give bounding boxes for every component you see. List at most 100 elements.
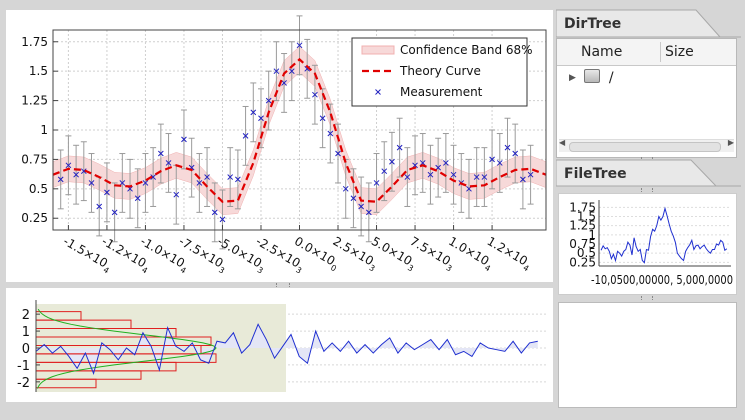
measurement-point [443,160,449,166]
y-tick-label: 1 [40,123,48,137]
residual-plot-panel[interactable]: -2 -1 0 1 2 [6,288,553,402]
measurement-point [227,174,234,180]
y-tick-label: 1.25 [569,219,596,233]
histogram-bin [36,311,82,321]
measurement-point [396,144,403,151]
measurement-point [527,171,534,178]
residual-plot[interactable]: -2 -1 0 1 2 [6,288,553,402]
x-tick-mantissa: 7.5×10 [408,234,453,268]
measurement-point [481,174,488,180]
measurement-point [358,203,364,210]
x-tick-exponent: 3 [445,263,454,273]
y-tick-label: 1.5 [577,210,596,224]
y-tick-label: 1.25 [21,94,48,108]
measurement-point [381,168,388,175]
y-tick-label: 0.5 [577,246,596,260]
y-tick-label: 0.5 [29,182,48,196]
measurement-point [119,180,126,186]
scroll-left-icon[interactable]: ◀ [559,138,566,147]
measurement-point [165,160,172,166]
measurement-point [312,91,318,98]
legend: Confidence Band 68% Theory Curve Measureme… [351,37,533,107]
x-tick-exponent: 4 [483,263,492,273]
y-tick-label: 1 [588,228,596,242]
x-tick-exponent: 3 [217,265,226,275]
y-tick-label: 0.25 [569,255,596,269]
measurement-point [65,162,72,169]
x-tick-exponent: 3 [294,265,303,275]
y-tick-label: 1.75 [569,200,596,214]
measurement-point [504,144,511,151]
y-tick-label: 1 [22,325,30,340]
measurement-point [489,156,495,163]
horizontal-scrollbar[interactable]: ◀ ▶ [559,138,734,152]
sidebar-splitter[interactable] [641,157,653,161]
x-tick-exponent: 4 [522,263,531,273]
measurement-point [273,68,280,75]
column-size[interactable]: Size [665,44,694,60]
measurement-point [496,160,503,166]
measurement-point [181,136,187,143]
x-tick-exponent: 4 [102,265,111,275]
histogram-bin [36,319,132,330]
x-tick-mantissa: 5.0×10 [369,234,414,268]
measurement-point [219,216,226,223]
measurement-point [150,174,156,180]
filetree-splitter-2[interactable] [641,296,653,300]
measurement-point [173,191,180,198]
measurement-point [319,115,326,122]
measurement-point [80,168,87,175]
residual-area [36,324,538,374]
tree-row-root[interactable]: ▶ / [569,69,614,86]
measurement-point [211,209,218,216]
measurement-point [142,180,149,186]
main-plot-panel[interactable]: 0.25 0.5 0.75 1 1.25 1.5 1.75 -1.5×104 -1.2×104-… [6,10,553,282]
y-tick-label: 0.75 [21,152,48,166]
measurement-point [435,164,442,171]
y-tick-label: 0.75 [569,237,596,251]
measurement-point [88,180,95,186]
x-tick-exponent: 4 [179,265,188,275]
scrollbar-thumb[interactable] [569,142,721,152]
filetree-splitter[interactable] [641,188,653,192]
scroll-right-icon[interactable]: ▶ [727,138,734,147]
measurement-point [204,174,210,180]
measurement-point [250,109,257,116]
splitter-grip[interactable] [276,283,290,287]
measurement-point [288,68,295,75]
theory-curve [52,57,547,203]
x-tick-mantissa: 1.0×10 [446,234,491,268]
x-tick-exponent: 3 [256,265,265,275]
y-tick-label: 0 [22,342,30,357]
measurement-point [335,150,341,157]
measurement-point [57,176,64,183]
legend-measurement-swatch [375,89,381,95]
measurement-point [296,42,303,49]
measurement-point [520,176,526,183]
filetree-preview-plot[interactable]: 0.25 0.5 0.75 1 1.25 1.5 1.75 -10,0500,00000, 5… [558,193,737,295]
dirtree-tab-header: DirTree [556,9,741,38]
gaussian-fit [37,308,217,389]
measurement-point [419,160,426,166]
filetree-list[interactable] [558,302,737,408]
measurement-point [350,195,357,202]
dirtree-view[interactable]: Name Size ▶ / ◀ ▶ [556,38,737,158]
y-tick-label: 1.75 [21,35,48,49]
x-tick-mantissa: 1.2×10 [485,234,530,268]
x-tick-exponent: 0 [329,263,338,273]
measurement-point [342,185,349,192]
drive-icon [584,69,601,83]
main-plot[interactable]: 0.250.50.7511.251.51.75-1.5×104-1.2×104-… [6,10,553,282]
plot-splitter[interactable] [6,282,553,288]
measurement-point [73,171,79,178]
expand-arrow-icon[interactable]: ▶ [569,73,576,83]
x-tick-labels: -10,0500,00000, 5,000,0000 [591,273,733,287]
column-name[interactable]: Name [581,44,623,60]
y-tick-label: 2 [22,308,30,323]
measurement-point [111,209,118,216]
legend-measurement-label: Measurement [400,85,483,99]
measurement-point [265,97,272,104]
x-tick-exponent: 3 [367,263,376,273]
legend-band-swatch [361,45,395,55]
